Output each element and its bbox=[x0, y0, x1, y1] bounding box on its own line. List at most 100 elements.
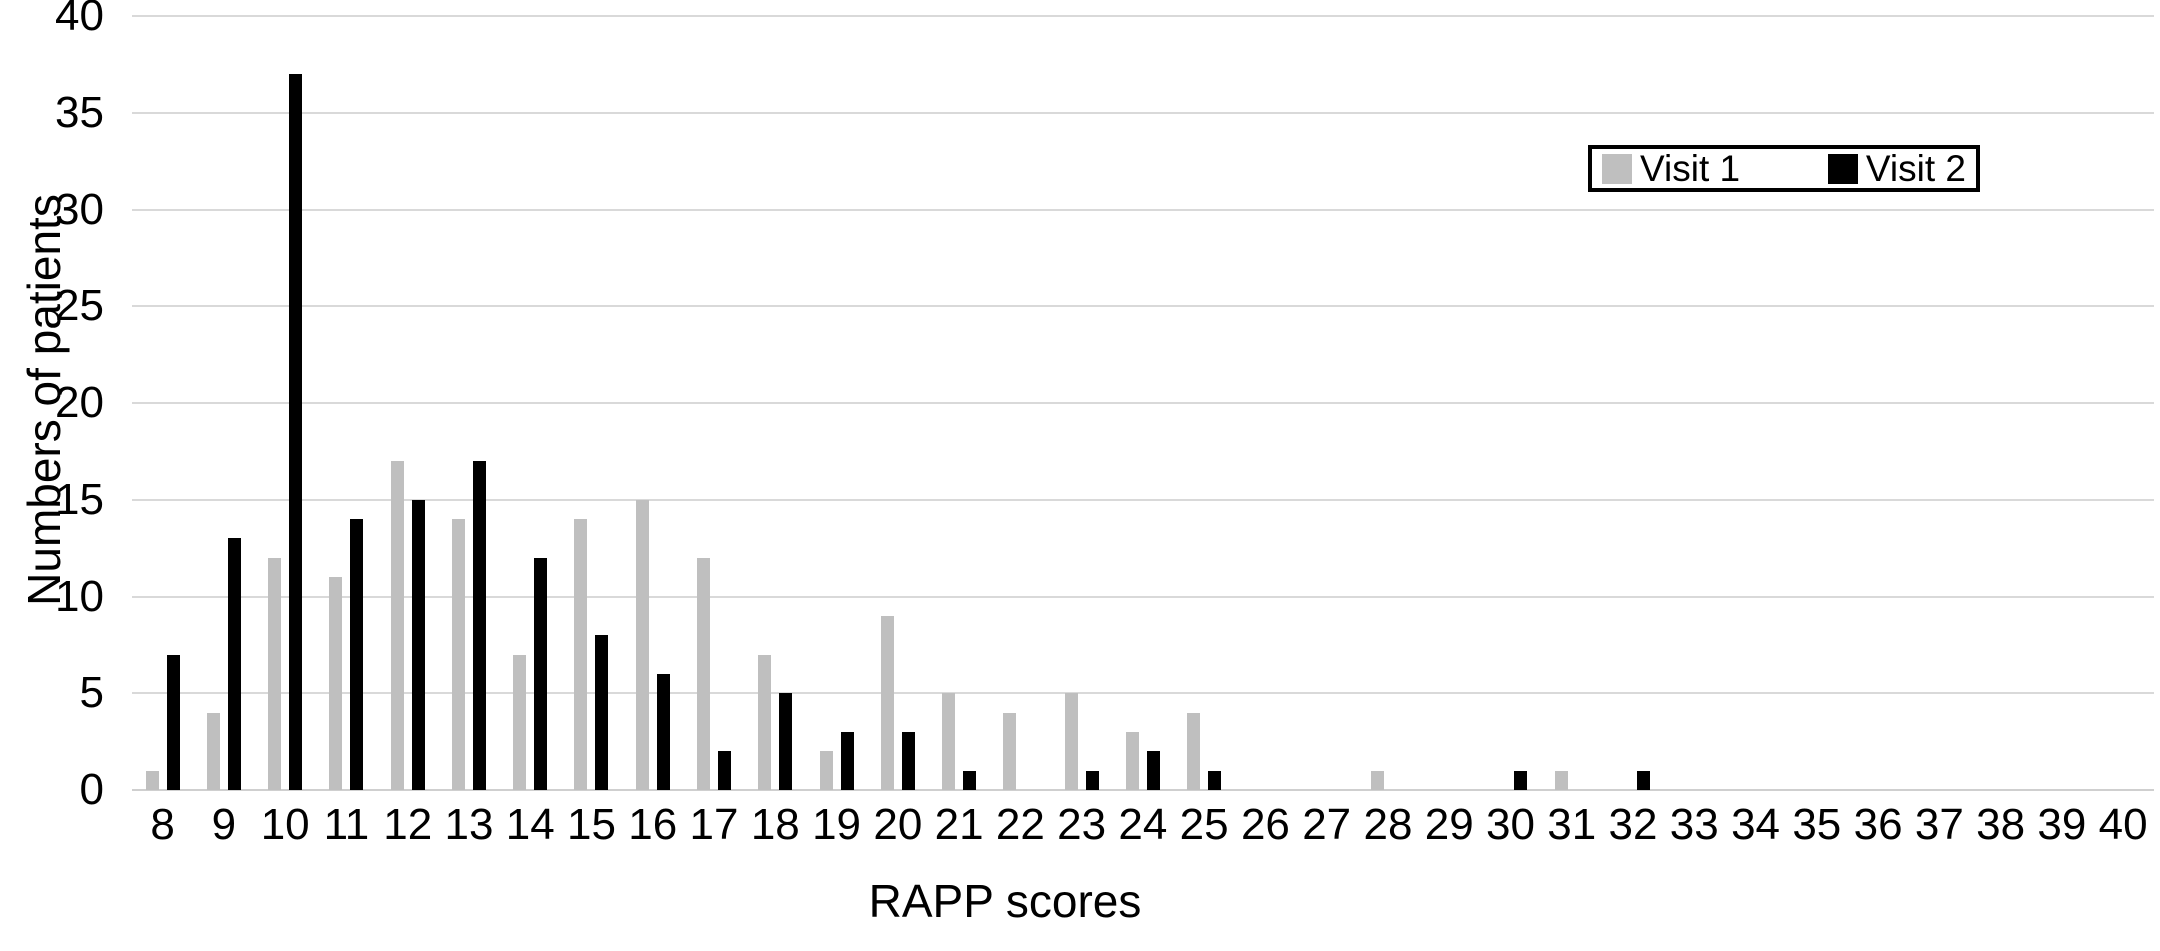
score-slot-21 bbox=[928, 16, 989, 790]
bar-visit1-score-23 bbox=[1064, 693, 1078, 790]
bar-visit1-score-10 bbox=[268, 557, 282, 790]
score-slot-24 bbox=[1112, 16, 1173, 790]
bar-visit2-score-19 bbox=[840, 731, 854, 790]
x-tick-30: 30 bbox=[1486, 800, 1535, 849]
y-tick-40: 40 bbox=[55, 0, 104, 40]
score-slot-40 bbox=[2093, 16, 2154, 790]
score-slot-9 bbox=[193, 16, 254, 790]
bar-visit2-score-17 bbox=[718, 751, 732, 790]
bar-visit2-score-9 bbox=[227, 538, 241, 790]
score-slot-28 bbox=[1357, 16, 1418, 790]
bar-visit1-score-31 bbox=[1554, 770, 1568, 790]
gridline-20 bbox=[132, 402, 2154, 404]
bar-visit1-score-25 bbox=[1187, 712, 1201, 790]
x-axis-title: RAPP scores bbox=[868, 875, 1142, 927]
legend-label-visit1: Visit 1 bbox=[1640, 148, 1741, 189]
bar-visit2-score-15 bbox=[595, 635, 609, 790]
bar-visit1-score-12 bbox=[390, 461, 404, 790]
x-tick-38: 38 bbox=[1976, 800, 2026, 849]
score-slot-26 bbox=[1235, 16, 1296, 790]
x-tick-39: 39 bbox=[2037, 800, 2087, 849]
bar-visit1-score-21 bbox=[942, 693, 956, 790]
bar-visit2-score-23 bbox=[1085, 770, 1099, 790]
score-slot-36 bbox=[1847, 16, 1908, 790]
score-slot-37 bbox=[1909, 16, 1970, 790]
score-slot-31 bbox=[1541, 16, 1602, 790]
plot-area bbox=[132, 15, 2154, 791]
gridline-0 bbox=[132, 789, 2154, 791]
y-tick-35: 35 bbox=[55, 87, 104, 137]
gridline-15 bbox=[132, 498, 2154, 501]
x-tick-37: 37 bbox=[1914, 800, 1964, 849]
score-slot-27 bbox=[1296, 16, 1357, 790]
bar-visit2-score-13 bbox=[472, 461, 486, 790]
x-tick-17: 17 bbox=[689, 800, 739, 849]
x-tick-24: 24 bbox=[1118, 800, 1168, 849]
y-axis-tick-labels: 0 5 10 15 20 25 30 35 40 bbox=[0, 0, 112, 951]
y-tick-20: 20 bbox=[55, 378, 104, 427]
x-tick-25: 25 bbox=[1179, 800, 1229, 849]
bar-visit2-score-12 bbox=[411, 499, 425, 790]
x-tick-35: 35 bbox=[1792, 800, 1842, 849]
x-tick-34: 34 bbox=[1731, 800, 1781, 849]
bar-visit2-score-18 bbox=[779, 693, 793, 790]
x-tick-19: 19 bbox=[812, 800, 862, 849]
gridline-40 bbox=[132, 15, 2154, 17]
x-axis-tick-labels: 8 9 10 11 12 13 14 15 16 17 18 19 20 21 22 23 24 25 26 27 28… bbox=[132, 800, 2154, 850]
x-tick-36: 36 bbox=[1853, 800, 1903, 849]
x-tick-8: 8 bbox=[150, 800, 175, 849]
score-slot-23 bbox=[1051, 16, 1112, 790]
score-slot-35 bbox=[1786, 16, 1847, 790]
bar-visit1-score-19 bbox=[819, 751, 833, 790]
y-tick-10: 10 bbox=[55, 571, 104, 621]
bar-visit2-score-24 bbox=[1146, 751, 1160, 790]
bar-visit1-score-15 bbox=[574, 519, 588, 790]
x-tick-33: 33 bbox=[1669, 800, 1719, 849]
gridline-30 bbox=[132, 208, 2154, 211]
x-tick-29: 29 bbox=[1424, 800, 1474, 849]
score-slot-34 bbox=[1725, 16, 1786, 790]
score-slot-22 bbox=[990, 16, 1051, 790]
x-tick-26: 26 bbox=[1240, 800, 1290, 849]
legend-label-visit2: Visit 2 bbox=[1865, 148, 1966, 189]
score-slot-14 bbox=[500, 16, 561, 790]
x-tick-14: 14 bbox=[505, 800, 555, 849]
score-slot-20 bbox=[867, 16, 928, 790]
gridline-35 bbox=[132, 111, 2154, 114]
y-tick-25: 25 bbox=[55, 281, 104, 331]
gridline-25 bbox=[132, 305, 2154, 308]
bar-visit2-score-14 bbox=[534, 557, 548, 790]
bar-visit1-score-22 bbox=[1003, 712, 1017, 790]
bar-visit1-score-8 bbox=[145, 770, 159, 790]
score-slot-8 bbox=[132, 16, 193, 790]
score-slot-32 bbox=[1602, 16, 1663, 790]
bars-container bbox=[132, 16, 2154, 790]
x-tick-15: 15 bbox=[567, 800, 616, 849]
legend-item-visit1: Visit 1 bbox=[1602, 150, 1740, 187]
bar-visit1-score-28 bbox=[1370, 770, 1384, 790]
bar-visit2-score-20 bbox=[901, 731, 915, 790]
score-slot-39 bbox=[2031, 16, 2092, 790]
x-tick-20: 20 bbox=[873, 800, 923, 849]
x-tick-12: 12 bbox=[383, 800, 433, 849]
score-slot-38 bbox=[1970, 16, 2031, 790]
score-slot-10 bbox=[255, 16, 316, 790]
bar-visit2-score-30 bbox=[1514, 770, 1528, 790]
score-slot-11 bbox=[316, 16, 377, 790]
gridline-5 bbox=[132, 692, 2154, 695]
x-tick-11: 11 bbox=[323, 800, 370, 849]
x-tick-18: 18 bbox=[750, 800, 800, 849]
y-tick-5: 5 bbox=[79, 668, 104, 718]
x-tick-27: 27 bbox=[1302, 800, 1352, 849]
x-tick-40: 40 bbox=[2098, 800, 2148, 849]
bar-visit1-score-24 bbox=[1125, 731, 1139, 790]
bar-visit2-score-10 bbox=[289, 74, 303, 790]
score-slot-16 bbox=[622, 16, 683, 790]
y-tick-30: 30 bbox=[55, 184, 104, 234]
x-tick-21: 21 bbox=[934, 800, 984, 849]
bar-visit1-score-11 bbox=[329, 577, 343, 790]
legend-swatch-visit1 bbox=[1602, 153, 1632, 184]
x-tick-16: 16 bbox=[628, 800, 678, 849]
legend: Visit 1 Visit 2 bbox=[1588, 145, 1980, 192]
score-slot-30 bbox=[1480, 16, 1541, 790]
